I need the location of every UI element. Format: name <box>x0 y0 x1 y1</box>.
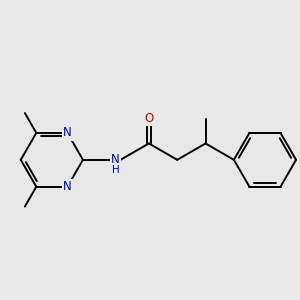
Text: N: N <box>111 153 120 166</box>
Text: N: N <box>63 126 72 140</box>
Text: N: N <box>63 180 72 193</box>
Text: O: O <box>144 112 154 125</box>
Text: H: H <box>112 165 119 175</box>
